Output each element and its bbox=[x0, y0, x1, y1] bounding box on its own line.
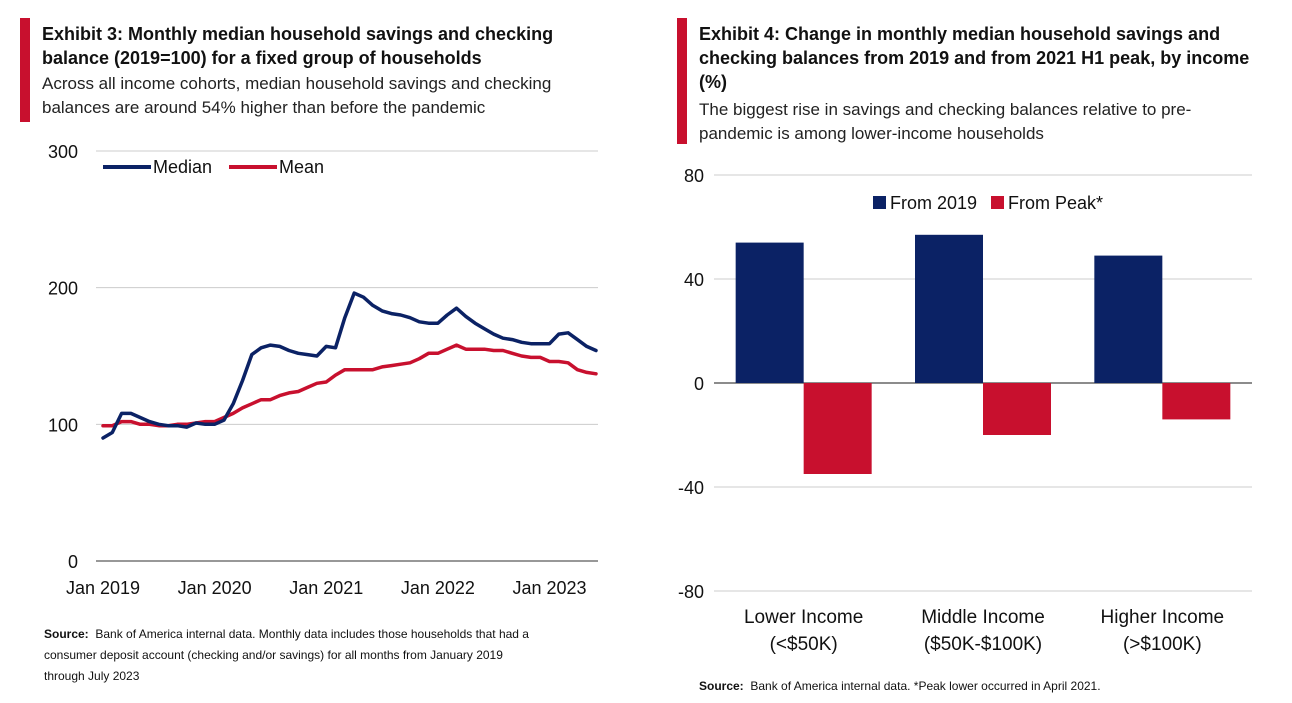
exhibit4-title-line2: checking balances from 2019 and from 202… bbox=[699, 48, 1250, 68]
legend-swatch bbox=[991, 196, 1004, 209]
exhibit4-subtitle: The biggest rise in savings and checking… bbox=[699, 98, 1289, 146]
legend-label: From 2019 bbox=[890, 193, 977, 213]
bar-from-peak bbox=[1162, 383, 1231, 420]
legend-label: From Peak* bbox=[1008, 193, 1103, 213]
exhibit3-subtitle: Across all income cohorts, median househ… bbox=[42, 72, 632, 120]
exhibit3-accent-bar bbox=[20, 18, 30, 122]
y-tick-label: 40 bbox=[684, 270, 704, 290]
exhibit4-source-text: Bank of America internal data. *Peak low… bbox=[750, 679, 1101, 693]
y-tick-label: 0 bbox=[694, 374, 704, 394]
exhibit4-source-label: Source: bbox=[699, 679, 744, 693]
x-tick-label: Jan 2023 bbox=[512, 578, 586, 598]
exhibit4-panel: Exhibit 4: Change in monthly median hous… bbox=[660, 0, 1292, 703]
y-tick-label: -80 bbox=[678, 582, 704, 602]
bar-from-2019 bbox=[1094, 255, 1163, 383]
bar-from-2019 bbox=[915, 234, 983, 383]
y-tick-label: 100 bbox=[48, 415, 78, 435]
series-line-mean bbox=[101, 343, 598, 428]
category-label: (>$100K) bbox=[1123, 634, 1202, 655]
series-line-median bbox=[101, 291, 598, 440]
exhibit4-title-line3: (%) bbox=[699, 72, 727, 92]
y-tick-label: 200 bbox=[48, 279, 78, 299]
y-tick-label: 300 bbox=[48, 142, 78, 162]
exhibit4-title-line1: Exhibit 4: Change in monthly median hous… bbox=[699, 24, 1221, 44]
exhibit4-bars bbox=[735, 234, 1231, 474]
exhibit4-subtitle-line1: The biggest rise in savings and checking… bbox=[699, 100, 1192, 119]
exhibit3-source-text1: Bank of America internal data. Monthly d… bbox=[95, 627, 529, 641]
category-label: Lower Income bbox=[744, 607, 863, 628]
exhibit3-subtitle-line1: Across all income cohorts, median househ… bbox=[42, 74, 552, 93]
exhibit4-bar-chart: 80 40 0 -40 -80 Lower Income (<$50K) Middle In… bbox=[678, 166, 1252, 655]
y-tick-label: 80 bbox=[684, 166, 704, 186]
exhibit3-legend: Median Mean bbox=[103, 157, 324, 177]
bar-from-peak bbox=[983, 383, 1051, 435]
y-tick-label: -40 bbox=[678, 478, 704, 498]
category-label: (<$50K) bbox=[770, 634, 838, 655]
exhibit4-legend: From 2019 From Peak* bbox=[873, 193, 1103, 213]
y-tick-label: 0 bbox=[68, 552, 78, 572]
exhibit3-series bbox=[101, 291, 598, 440]
legend-swatch bbox=[873, 196, 886, 209]
exhibit3-subtitle-line2: balances are around 54% higher than befo… bbox=[42, 98, 486, 117]
exhibit3-panel: Exhibit 3: Monthly median household savi… bbox=[0, 0, 640, 703]
bar-from-2019 bbox=[735, 242, 804, 383]
exhibit4-y-ticks: 80 40 0 -40 -80 bbox=[678, 166, 704, 602]
category-label: Higher Income bbox=[1101, 607, 1225, 628]
exhibit3-x-ticks: Jan 2019 Jan 2020 Jan 2021 Jan 2022 Jan 2023 bbox=[66, 578, 587, 598]
x-tick-label: Jan 2019 bbox=[66, 578, 140, 598]
exhibit3-source-label: Source: bbox=[44, 627, 89, 641]
exhibit3-title: Exhibit 3: Monthly median household savi… bbox=[42, 22, 632, 70]
exhibit4-accent-bar bbox=[677, 18, 687, 144]
legend-label: Mean bbox=[279, 157, 324, 177]
x-tick-label: Jan 2020 bbox=[178, 578, 252, 598]
bar-from-peak bbox=[803, 383, 872, 474]
x-tick-label: Jan 2021 bbox=[289, 578, 363, 598]
exhibit3-source-line2: consumer deposit account (checking and/o… bbox=[44, 648, 503, 662]
x-tick-label: Jan 2022 bbox=[401, 578, 475, 598]
exhibit3-title-line2: balance (2019=100) for a fixed group of … bbox=[42, 48, 482, 68]
category-label: ($50K-$100K) bbox=[924, 634, 1042, 655]
legend-label: Median bbox=[153, 157, 212, 177]
exhibit3-title-line1: Exhibit 3: Monthly median household savi… bbox=[42, 24, 554, 44]
category-label: Middle Income bbox=[921, 607, 1045, 628]
exhibit3-source-line3: through July 2023 bbox=[44, 669, 140, 683]
exhibit3-source: Source: Bank of America internal data. M… bbox=[44, 624, 634, 687]
exhibit4-subtitle-line2: pandemic is among lower-income household… bbox=[699, 124, 1044, 143]
exhibit4-category-labels: Lower Income (<$50K) Middle Income ($50K-$1… bbox=[744, 607, 1224, 655]
exhibit3-source-line1: Source: Bank of America internal data. M… bbox=[44, 624, 634, 645]
exhibit4-source: Source: Bank of America internal data. *… bbox=[699, 676, 1289, 697]
exhibit3-y-ticks: 0 100 200 300 bbox=[48, 142, 78, 572]
exhibit4-title: Exhibit 4: Change in monthly median hous… bbox=[699, 22, 1289, 94]
